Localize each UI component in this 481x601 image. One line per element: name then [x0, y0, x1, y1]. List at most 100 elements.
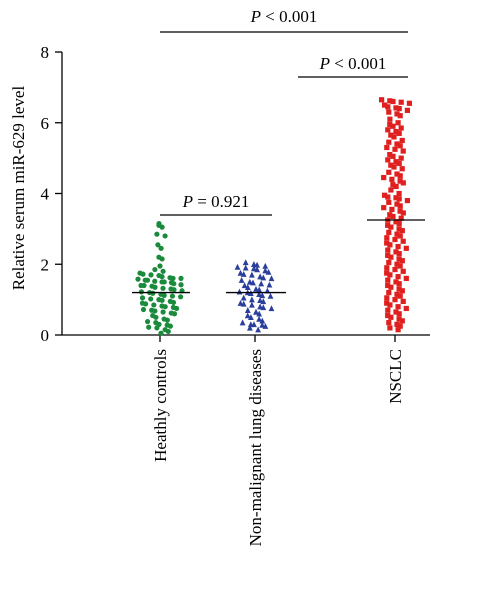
data-point-nsclc [394, 201, 400, 207]
data-point-nsclc [397, 173, 403, 179]
data-point-nsclc [385, 312, 391, 319]
data-point-nsclc [397, 233, 403, 239]
data-point-nsclc [388, 162, 394, 168]
data-point-nsclc [393, 105, 399, 111]
x-category-labels: Heathly controls Non-malignant lung disea… [151, 335, 405, 546]
data-point-nsclc [396, 281, 402, 287]
data-point-nsclc [404, 197, 410, 204]
data-point-nsclc [398, 99, 404, 105]
data-point-nsclc [387, 212, 393, 218]
data-point-healthy [165, 328, 171, 335]
data-point-healthy [152, 266, 158, 273]
data-point-nsclc [388, 254, 394, 260]
data-point-nsclc [387, 116, 393, 122]
data-point-healthy [170, 299, 177, 306]
data-point-nsclc [386, 259, 392, 266]
data-point-healthy [159, 256, 165, 262]
data-point-nsclc [399, 228, 405, 234]
data-point-nsclc [396, 220, 402, 227]
data-point-healthy [162, 233, 168, 239]
data-point-nsclc [387, 121, 393, 128]
data-point-nonmalignant [256, 315, 262, 322]
data-point-nonmalignant [249, 271, 255, 278]
data-point-nsclc [397, 113, 403, 119]
data-point-nonmalignant [255, 326, 261, 333]
data-point-nsclc [394, 231, 400, 237]
data-point-nsclc [385, 252, 391, 259]
data-point-nsclc [390, 98, 396, 105]
data-point-nsclc [394, 321, 400, 327]
data-point-nsclc [398, 155, 404, 161]
y-ticks: 0 2 4 6 8 [41, 43, 62, 345]
data-point-healthy [167, 323, 173, 329]
data-point-healthy [143, 301, 149, 307]
data-point-healthy [161, 279, 167, 285]
data-point-nsclc [395, 120, 401, 126]
data-point-nsclc [391, 164, 397, 170]
data-point-nsclc [400, 210, 406, 216]
data-point-nsclc [381, 205, 387, 211]
data-point-nsclc [386, 139, 392, 145]
data-point-nonmalignant [238, 276, 245, 283]
data-point-healthy [154, 231, 160, 237]
data-point-nsclc [396, 196, 402, 202]
data-point-nsclc [388, 132, 394, 138]
data-point-nsclc [395, 243, 401, 250]
data-point-nonmalignant [265, 268, 272, 275]
data-point-nsclc [384, 295, 390, 301]
data-point-nsclc [403, 275, 409, 281]
data-point-healthy [174, 305, 180, 312]
data-point-healthy [152, 308, 158, 314]
data-point-healthy [145, 318, 151, 325]
data-point-nsclc [399, 258, 405, 264]
data-point-nonmalignant [267, 292, 274, 299]
p-value-text: = 0.921 [193, 192, 249, 211]
p-symbol: P [319, 54, 330, 73]
data-point-nsclc [385, 222, 391, 228]
data-point-nsclc [403, 245, 409, 251]
data-point-nonmalignant [239, 319, 246, 326]
data-point-healthy [157, 263, 163, 269]
data-point-nonmalignant [262, 262, 269, 269]
data-point-nonmalignant [248, 314, 254, 321]
data-point-nsclc [397, 203, 403, 209]
data-point-nsclc [400, 180, 406, 186]
p-symbol: P [250, 7, 261, 26]
p-value-label: P = 0.921 [182, 192, 250, 211]
data-point-nsclc [400, 148, 406, 154]
data-point-nsclc [393, 279, 399, 285]
x-category-label: NSCLC [386, 349, 405, 404]
p-value-label: P < 0.001 [250, 7, 318, 26]
data-point-nsclc [396, 251, 402, 257]
data-point-nonmalignant [244, 307, 251, 313]
data-point-healthy [135, 276, 141, 282]
data-point-healthy [178, 275, 184, 281]
data-point-healthy [161, 292, 167, 298]
data-point-nonmalignant [249, 296, 255, 303]
data-point-nsclc [385, 157, 391, 163]
data-point-nsclc [394, 171, 400, 177]
data-point-nonmalignant [256, 291, 262, 298]
data-point-nsclc [386, 229, 392, 236]
data-point-nsclc [379, 97, 385, 103]
data-point-nsclc [387, 242, 393, 248]
data-point-nsclc [384, 265, 390, 271]
data-point-healthy [146, 324, 152, 330]
data-point-nsclc [399, 166, 405, 172]
data-point-healthy [164, 317, 170, 323]
y-tick-label: 8 [41, 43, 50, 62]
p-value-text: < 0.001 [330, 54, 386, 73]
p-symbol: P [182, 192, 193, 211]
data-point-nsclc [397, 143, 403, 149]
x-category-label: Heathly controls [151, 349, 170, 462]
data-point-nonmalignant [240, 300, 247, 307]
y-tick-label: 4 [41, 185, 50, 204]
data-point-nsclc [392, 146, 398, 152]
data-point-nonmalignant [251, 265, 257, 272]
data-point-nonmalignant [242, 259, 249, 266]
data-point-nsclc [387, 325, 393, 331]
data-point-healthy [152, 278, 158, 284]
data-point-nsclc [394, 261, 400, 267]
data-point-nsclc [399, 318, 405, 324]
